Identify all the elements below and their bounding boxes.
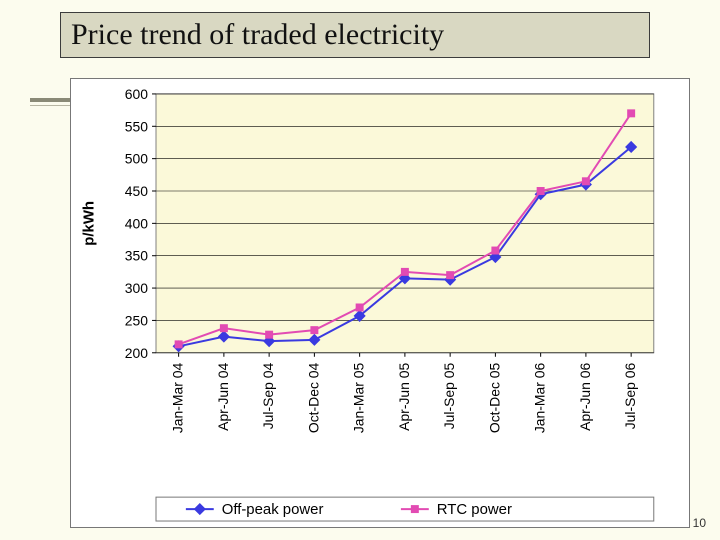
ytick-label: 300 (125, 280, 148, 296)
xtick-label: Jul-Sep 05 (441, 362, 457, 429)
line-chart: 200 250 300 350 400 450 500 550 600 Jan-Mar 04 Apr… (71, 79, 689, 527)
xtick-label: Apr-Jun 06 (577, 362, 593, 430)
xtick-label: Apr-Jun 05 (396, 362, 412, 430)
ytick-label: 500 (125, 151, 148, 167)
page-title: Price trend of traded electricity (71, 18, 444, 52)
y-axis-label: p/kWh (80, 201, 97, 246)
legend-label: RTC power (437, 501, 512, 518)
xtick-label: Jul-Sep 04 (260, 362, 276, 429)
ytick-label: 450 (125, 183, 148, 199)
ytick-label: 550 (125, 118, 148, 134)
ytick-label: 400 (125, 215, 148, 231)
chart-container: 200 250 300 350 400 450 500 550 600 Jan-Mar 04 Apr… (70, 78, 690, 528)
ytick-label: 200 (125, 345, 148, 361)
xtick-label: Oct-Dec 04 (305, 362, 321, 433)
ytick-label: 350 (125, 248, 148, 264)
legend-label: Off-peak power (222, 501, 324, 518)
xtick-label: Jan-Mar 04 (170, 362, 186, 433)
ytick-label: 600 (125, 86, 148, 102)
xtick-label: Jan-Mar 06 (532, 362, 548, 433)
title-bar: Price trend of traded electricity (60, 12, 650, 58)
page-number: 10 (693, 516, 706, 530)
xtick-label: Oct-Dec 05 (486, 362, 502, 433)
xtick-label: Apr-Jun 04 (215, 362, 231, 430)
ytick-label: 250 (125, 312, 148, 328)
xtick-label: Jul-Sep 06 (622, 362, 638, 429)
xtick-label: Jan-Mar 05 (351, 362, 367, 433)
